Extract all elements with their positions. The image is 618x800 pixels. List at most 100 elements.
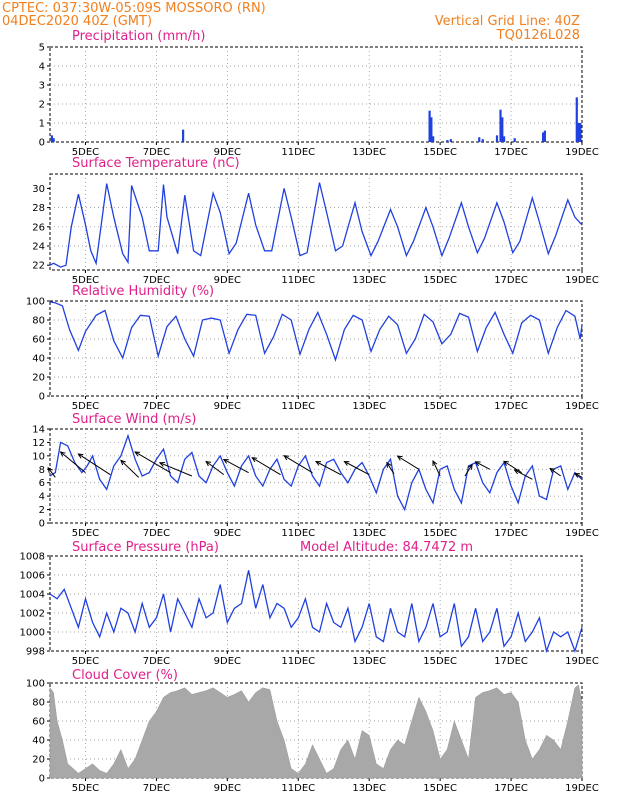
y-tick-label: 2 [39,100,45,111]
x-tick-label: 15DEC [423,147,457,158]
header-init-time: 04DEC2020 40Z (GMT) [2,14,152,29]
wind-vector-head [59,451,66,457]
x-tick-label: 15DEC [423,275,457,286]
wind-vector-arrow [60,451,86,474]
x-tick-label: 5DEC [72,275,99,286]
panel-title-cloud-cover: Cloud Cover (%) [72,668,178,683]
panel-cloud: 0 20 40 60 80 100 5DEC 7DEC 9DEC 11DEC 13DEC 15DEC 1… [26,679,599,795]
x-tick-label: 7DEC [143,656,170,667]
precip-bar [577,123,580,142]
precip-bar [541,132,545,142]
wind-vector-head [343,460,350,466]
wind-vector-arrow [134,451,171,474]
x-tick-label: 9DEC [214,783,241,794]
y-tick-label: 1006 [20,571,45,582]
y-tick-label: 1000 [20,628,45,639]
temp-series-line [49,182,583,268]
y-tick-label: 0 [39,774,45,785]
wind-vector-arrow [432,460,441,477]
y-tick-label: 20 [32,755,45,766]
panel-pressure: 998 1000 1002 1004 1006 1008 5DEC 7DEC 9DEC 11DEC… [20,552,599,668]
x-tick-label: 13DEC [352,783,386,794]
plot-frame [49,555,583,652]
cloud-cover-area [49,684,583,779]
x-tick-label: 11DEC [281,147,315,158]
y-tick-label: 1008 [20,552,45,563]
y-tick-label: 24 [32,242,45,253]
wind-series-line [49,433,583,512]
x-tick-label: 9DEC [214,275,241,286]
y-tick-label: 100 [26,297,45,308]
x-tick-label: 17DEC [494,401,528,412]
y-tick-label: 8 [39,465,45,476]
y-tick-label: 30 [32,184,45,195]
x-tick-label: 7DEC [143,528,170,539]
y-tick-label: 80 [32,698,45,709]
precip-bar [430,117,433,142]
wind-vector-arrow [574,473,583,478]
y-tick-label: 26 [32,222,45,233]
x-tick-label: 13DEC [352,656,386,667]
y-tick-label: 14 [32,425,45,436]
plot-frame [49,46,583,143]
precip-bar [579,123,582,142]
precip-bar [543,130,546,142]
panel-title-precipitation: Precipitation (mm/h) [72,29,205,44]
x-tick-label: 9DEC [214,147,241,158]
wind-vector-head [314,460,322,466]
precip-bar [478,137,481,142]
wind-vector-head [120,459,126,466]
wind-vector-arrow [78,453,111,476]
y-tick-label: 80 [32,316,45,327]
wind-vector-arrow [344,461,370,476]
x-tick-label: 19DEC [565,275,599,286]
header-grid-line: Vertical Grid Line: 40Z [435,14,580,29]
x-tick-label: 15DEC [423,783,457,794]
rh-series-line [49,301,583,363]
wind-vector-head [386,461,392,468]
plot-frame [49,300,583,397]
x-tick-label: 11DEC [281,656,315,667]
panel-title-temperature: Surface Temperature (nC) [72,156,240,171]
precip-bar [446,140,449,142]
wind-vector-head [77,453,84,459]
y-tick-label: 20 [32,373,45,384]
x-tick-label: 17DEC [494,656,528,667]
wind-vector-head [205,460,212,467]
y-tick-label: 100 [26,679,45,690]
wind-vector-head [47,466,53,473]
wind-vector-head [573,473,580,478]
precip-bar [428,110,431,142]
x-tick-label: 5DEC [72,401,99,412]
wind-vector-arrow [397,455,420,470]
panel-title-humidity: Relative Humidity (%) [72,284,214,299]
wind-vector-head [503,460,509,466]
panel-rh: 0 20 40 60 80 100 5DEC 7DEC 9DEC 11DEC 13DEC 15DEC 1… [26,297,599,413]
y-tick-label: 28 [32,203,45,214]
x-tick-label: 13DEC [352,147,386,158]
y-tick-label: 4 [39,492,45,503]
panel-title-wind: Surface Wind (m/s) [72,412,196,427]
panel-temp: 22 24 26 28 30 5DEC 7DEC 9DEC 11DEC 13DEC 15DEC 17D… [32,173,599,286]
y-tick-label: 40 [32,354,45,365]
wind-vector-head [549,467,556,474]
panel-wind: 0 2 4 6 8 10 12 14 5DEC 7DEC 9DEC 11DEC 13DEC 15DEC 17… [32,425,599,540]
x-tick-label: 17DEC [494,147,528,158]
precip-bar [432,136,435,142]
wind-vector-arrow [549,468,562,477]
x-tick-label: 17DEC [494,275,528,286]
y-tick-label: 2 [39,505,45,516]
wind-vector-arrow [475,461,491,470]
wind-vector-arrow [514,469,533,480]
y-tick-label: 3 [39,81,45,92]
x-tick-label: 17DEC [494,528,528,539]
wind-vector-arrow [503,460,522,474]
precip-bar [495,135,499,142]
model-altitude-label: Model Altitude: 84.7472 m [300,540,473,555]
wind-vector-head [396,455,403,461]
x-tick-label: 9DEC [214,528,241,539]
precip-bar [513,138,516,142]
y-tick-label: 60 [32,717,45,728]
y-tick-label: 0 [39,138,45,149]
